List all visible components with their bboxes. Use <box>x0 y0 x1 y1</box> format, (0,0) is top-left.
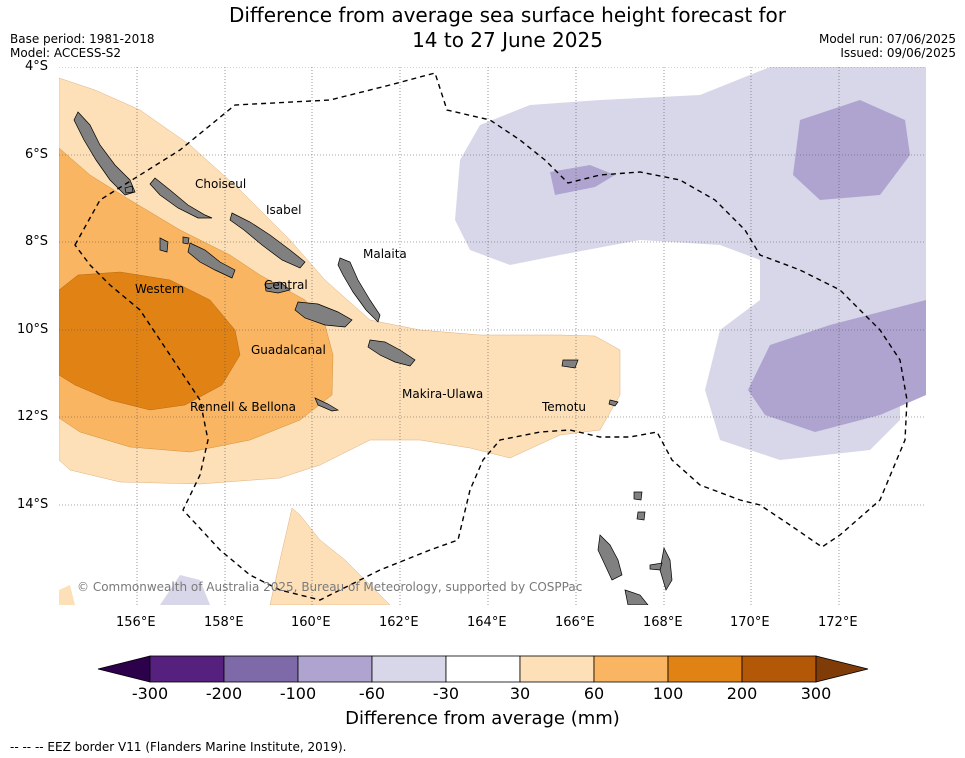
colorbar-tick-label: -30 <box>432 684 460 703</box>
island-temotu-small <box>608 399 619 407</box>
place-label-rennell-bellona: Rennell & Bellona <box>190 400 297 414</box>
colorbar <box>97 655 869 683</box>
map-title: Difference from average sea surface heig… <box>0 3 965 53</box>
place-label-central: Central <box>264 278 308 292</box>
island-vanuatu-small <box>649 562 663 571</box>
colorbar-under-arrow <box>97 655 151 683</box>
colorbar-segment <box>371 655 447 683</box>
lon-label-164e: 164°E <box>467 615 507 630</box>
islands <box>73 111 673 605</box>
place-label-malaita: Malaita <box>363 247 407 261</box>
island-guadalcanal <box>294 301 353 328</box>
island-isabel <box>229 212 306 269</box>
base-period: Base period: 1981-2018 <box>10 32 155 46</box>
island-small-3 <box>124 185 134 194</box>
island-rennell <box>314 397 339 412</box>
island-small-1 <box>633 491 643 501</box>
colorbar-segment <box>667 655 743 683</box>
island-choiseul <box>149 177 213 219</box>
place-label-choiseul: Choiseul <box>195 177 247 191</box>
island-new-georgia <box>187 242 236 279</box>
lon-label-156e: 156°E <box>116 615 156 630</box>
place-label-guadalcanal: Guadalcanal <box>251 343 326 357</box>
place-label-temotu: Temotu <box>542 400 587 414</box>
colorbar-tick-label: 200 <box>726 684 758 703</box>
copyright-notice: © Commonwealth of Australia 2025, Bureau… <box>77 580 583 594</box>
colorbar-segment <box>593 655 669 683</box>
lat-label-12s: 12°S <box>17 409 49 424</box>
colorbar-tick-label: 300 <box>800 684 832 703</box>
lat-label-4s: 4°S <box>25 59 49 74</box>
island-vanuatu-north <box>597 534 623 581</box>
eez-border <box>74 72 908 601</box>
colorbar-segment <box>445 655 521 683</box>
island-malaita <box>337 257 381 323</box>
colorbar-segment <box>741 655 817 683</box>
colorbar-segment <box>149 655 225 683</box>
eez-footnote: -- -- -- EEZ border V11 (Flanders Marine… <box>10 740 347 754</box>
lat-label-8s: 8°S <box>25 234 49 249</box>
model-run: Model run: 07/06/2025 <box>818 32 956 46</box>
lon-label-170e: 170°E <box>730 615 770 630</box>
lat-label-14s: 14°S <box>17 497 49 512</box>
anomaly-region-neg-south <box>748 300 926 432</box>
title-line-1: Difference from average sea surface heig… <box>228 3 787 27</box>
colorbar-segment <box>297 655 373 683</box>
anomaly-region-pos-30-60-corner <box>59 585 75 605</box>
place-label-isabel: Isabel <box>266 203 302 217</box>
island-small-2 <box>636 511 646 521</box>
anomaly-region-neg-mid <box>793 100 910 200</box>
anomaly-region-neg-corner <box>160 575 210 605</box>
island-bougainville <box>73 111 136 196</box>
island-vella <box>159 237 169 253</box>
meta-right: Model run: 07/06/2025 Issued: 09/06/2025 <box>819 32 956 60</box>
colorbar-tick-label: -60 <box>358 684 386 703</box>
island-small-4 <box>182 236 190 245</box>
island-vanuatu-mid <box>624 589 649 605</box>
lat-label-10s: 10°S <box>17 322 49 337</box>
lon-label-166e: 166°E <box>555 615 595 630</box>
model-name: Model: ACCESS-S2 <box>10 46 122 60</box>
lon-label-162e: 162°E <box>379 615 419 630</box>
island-central <box>264 281 291 294</box>
lon-label-172e: 172°E <box>818 615 858 630</box>
colorbar-title: Difference from average (mm) <box>345 708 620 729</box>
map-plot-area <box>59 67 926 605</box>
colorbar-tick-label: 30 <box>509 684 531 703</box>
issued-date: Issued: 09/06/2025 <box>840 46 956 60</box>
meta-left: Base period: 1981-2018 Model: ACCESS-S2 <box>10 32 155 60</box>
anomaly-region-neg-small <box>550 165 615 195</box>
colorbar-segment <box>519 655 595 683</box>
colorbar-over-arrow <box>815 655 869 683</box>
title-line-2: 14 to 27 June 2025 <box>412 28 603 52</box>
colorbar-tick-label: -300 <box>131 684 169 703</box>
lat-label-6s: 6°S <box>25 147 49 162</box>
colorbar-segment <box>223 655 299 683</box>
colorbar-tick-label: -100 <box>279 684 317 703</box>
colorbar-tick-label: 60 <box>583 684 605 703</box>
lon-label-158e: 158°E <box>204 615 244 630</box>
island-santa-cruz <box>561 359 579 369</box>
lon-label-168e: 168°E <box>643 615 683 630</box>
lon-label-160e: 160°E <box>291 615 331 630</box>
anomaly-region-pos-100-200 <box>59 271 241 411</box>
place-label-western: Western <box>135 282 185 296</box>
place-label-makira-ulawa: Makira-Ulawa <box>402 387 484 401</box>
island-makira <box>367 339 416 367</box>
colorbar-tick-label: -200 <box>205 684 243 703</box>
colorbar-tick-label: 100 <box>652 684 684 703</box>
